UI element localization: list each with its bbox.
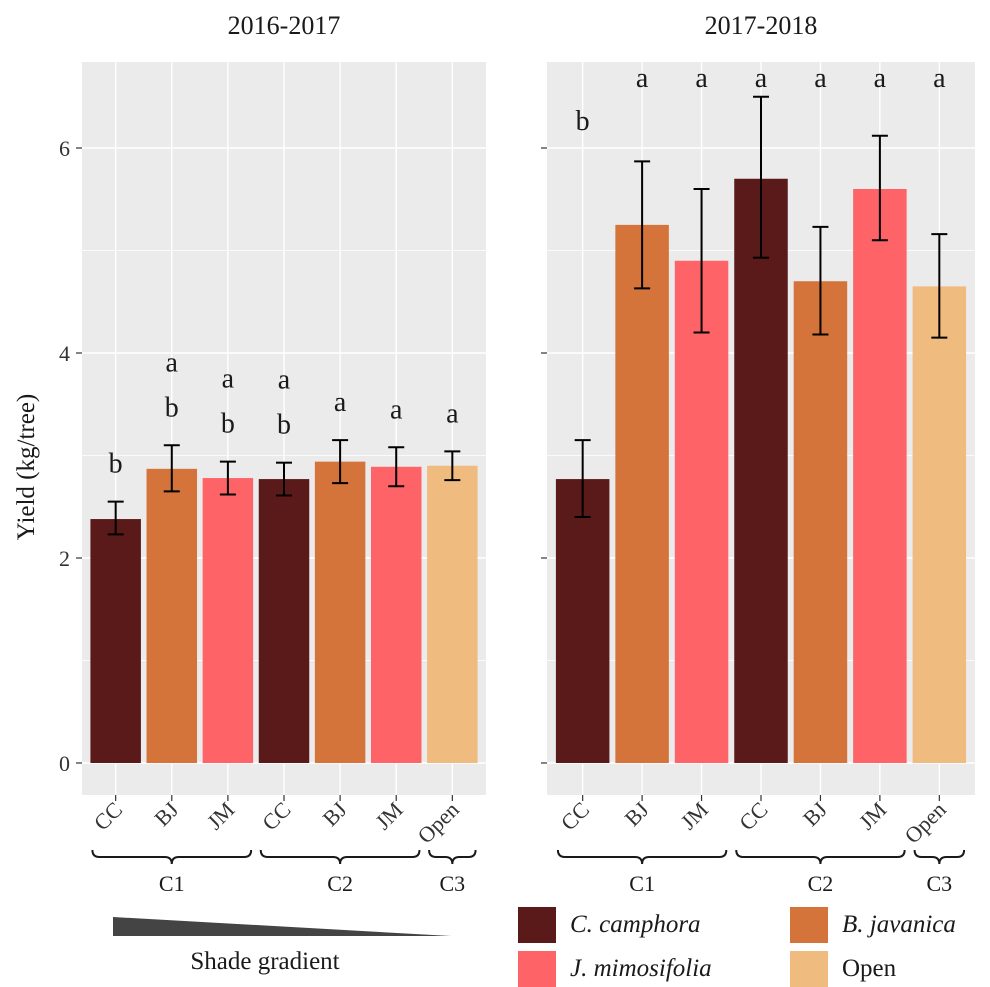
x-tick-label: JM [854,797,892,835]
group-label: C1 [159,871,185,896]
bar [674,260,729,763]
legend-label: B. javanica [842,911,956,938]
legend-swatch [518,907,556,943]
legend-label: C. camphora [570,911,701,938]
legend-item-open: Open [790,951,896,987]
bar [853,189,907,763]
significance-letter: a [390,394,403,425]
bar [314,461,366,763]
group-brace [556,849,728,865]
bar [90,519,141,763]
bar [370,466,422,763]
group-label: C2 [808,871,834,896]
significance-letter: a [933,63,946,94]
y-tick-label: 6 [59,136,70,161]
legend-item-camphora: C. camphora [518,907,701,943]
y-tick-label: 2 [59,546,70,571]
bar [912,286,967,763]
legend-swatch [790,951,828,987]
x-tick-label: CC [89,797,127,835]
significance-letter: a [814,63,827,94]
significance-letter: a [755,63,768,94]
bar [555,479,610,763]
significance-letter: b [277,410,291,441]
significance-letter: a [636,63,649,94]
x-tick-label: CC [734,797,772,835]
x-tick-label: BJ [149,797,183,831]
legend-item-mimosifolia: J. mimosifolia [518,951,712,987]
legend-label: Open [842,955,897,982]
group-brace [91,849,253,865]
chart-panel: 2017-2018 b CC a BJ a JM a CC a BJ a JM a Open C1 C2 C3 [541,11,975,896]
significance-letter: a [222,364,235,395]
significance-letter: a [166,347,179,378]
group-label: C3 [439,871,465,896]
bar [202,478,254,763]
group-brace [735,849,906,865]
legend-item-javanica: B. javanica [790,907,956,943]
group-label: C1 [629,871,655,896]
y-axis-label: Yield (kg/tree) [13,394,40,540]
x-tick-label: JM [676,797,714,835]
bar [793,281,848,763]
bar [427,465,478,763]
group-label: C2 [327,871,353,896]
y-tick-label: 0 [59,751,70,776]
significance-letter: a [278,365,291,396]
panel-title: 2017-2018 [705,11,818,40]
group-brace [428,849,477,865]
chart-panels: 2016-20170246bCCabBJabJMabCCaBJaJMaOpenC… [59,11,975,896]
significance-letter: b [576,106,590,137]
x-tick-label: BJ [318,797,352,831]
x-tick-label: CC [556,797,594,835]
group-label: C3 [926,871,952,896]
bar [615,224,669,763]
significance-letter: b [165,392,179,423]
group-brace [913,849,966,865]
legend-label: J. mimosifolia [570,955,712,982]
group-brace [259,849,421,865]
significance-letter: a [695,63,708,94]
significance-letter: b [221,409,235,440]
bar [734,178,788,763]
x-tick-label: CC [257,797,295,835]
significance-letter: a [446,398,459,429]
chart-panel: 2016-20170246bCCabBJabJMabCCaBJaJMaOpenC… [59,11,486,896]
y-tick-label: 4 [59,341,70,366]
significance-letter: a [334,387,347,418]
legend-swatch [790,907,828,943]
bar [146,468,198,763]
legend-swatch [518,951,556,987]
significance-letter: a [874,63,887,94]
panel-title: 2016-2017 [228,11,341,40]
bar [258,479,310,763]
x-tick-label: JM [202,797,240,835]
x-tick-label: BJ [798,797,832,831]
x-tick-label: JM [370,797,408,835]
x-tick-label: BJ [620,797,654,831]
shade-gradient-label: Shade gradient [190,948,339,975]
significance-letter: b [109,449,123,480]
shade-gradient-wedge [113,917,451,936]
x-tick-label: Open [899,797,950,848]
x-tick-label: Open [412,797,463,848]
